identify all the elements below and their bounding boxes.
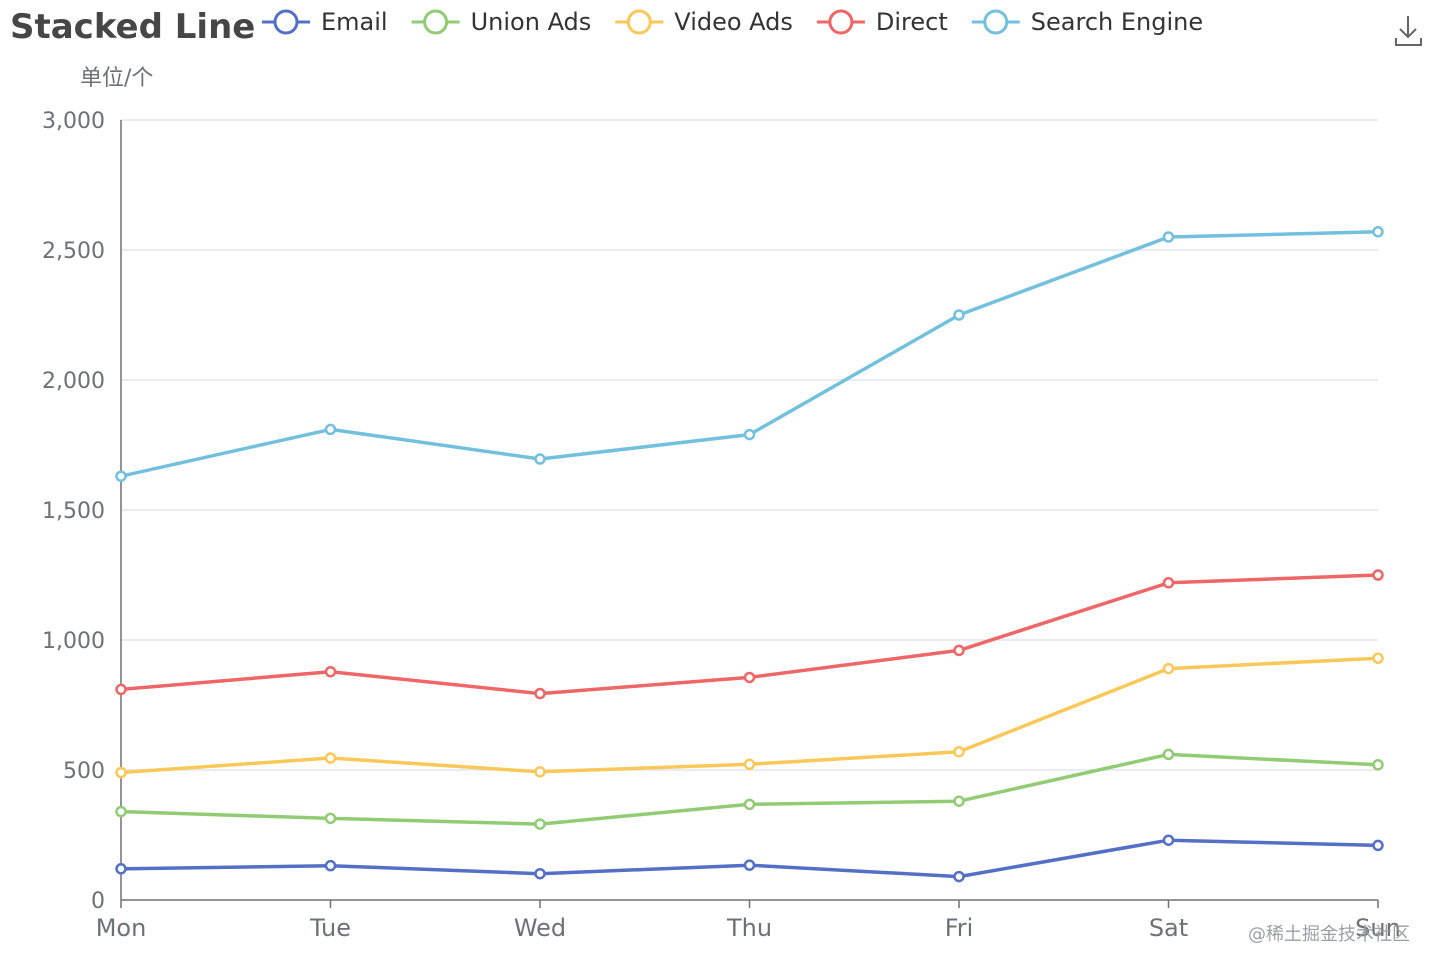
legend-label: Search Engine xyxy=(1031,8,1203,36)
y-tick-label: 2,000 xyxy=(42,369,105,394)
data-point-direct[interactable] xyxy=(534,687,546,700)
series-search-engine xyxy=(115,226,1384,482)
data-point-search-engine[interactable] xyxy=(1372,226,1384,238)
series-video-ads xyxy=(115,652,1384,779)
series-union-ads xyxy=(115,748,1384,830)
data-point-video-ads[interactable] xyxy=(1162,662,1175,675)
legend-item-direct[interactable]: Direct xyxy=(816,8,948,36)
data-point-union-ads[interactable] xyxy=(953,795,965,807)
data-point-email[interactable] xyxy=(1372,839,1384,852)
x-tick-label: Wed xyxy=(514,914,566,942)
series-group xyxy=(115,226,1384,883)
data-point-union-ads[interactable] xyxy=(1162,748,1175,761)
legend-label: Union Ads xyxy=(471,8,592,36)
legend-circle-icon xyxy=(983,9,1009,35)
data-point-union-ads[interactable] xyxy=(534,818,546,830)
data-point-video-ads[interactable] xyxy=(324,752,337,764)
x-tick-label: Sun xyxy=(1355,914,1401,942)
data-point-video-ads[interactable] xyxy=(534,766,546,778)
legend-item-search-engine[interactable]: Search Engine xyxy=(971,8,1203,36)
legend: Email Union Ads Video Ads Direct Search Engi… xyxy=(262,8,1203,36)
data-point-direct[interactable] xyxy=(953,644,965,657)
data-point-email[interactable] xyxy=(743,859,756,871)
x-tick-label: Mon xyxy=(96,914,147,942)
data-point-email[interactable] xyxy=(953,870,965,883)
data-point-search-engine[interactable] xyxy=(743,428,756,441)
legend-circle-icon xyxy=(423,9,449,35)
series-direct xyxy=(115,569,1384,700)
y-tick-label: 1,500 xyxy=(42,499,105,524)
y-axis-unit-label: 单位/个 xyxy=(80,66,153,91)
data-point-video-ads[interactable] xyxy=(953,746,965,758)
y-tick-label: 500 xyxy=(63,759,105,784)
data-point-search-engine[interactable] xyxy=(324,423,337,436)
data-point-email[interactable] xyxy=(115,863,127,875)
watermark: @稀土掘金技术社区 xyxy=(1248,924,1410,945)
legend-circle-icon xyxy=(828,9,854,35)
legend-label: Direct xyxy=(876,8,948,36)
x-tick-label: Sat xyxy=(1149,914,1188,942)
data-point-search-engine[interactable] xyxy=(953,309,965,321)
legend-label: Email xyxy=(321,8,388,36)
data-point-email[interactable] xyxy=(534,867,546,880)
x-tick-label: Fri xyxy=(945,914,974,942)
download-icon[interactable] xyxy=(1390,10,1426,50)
data-point-email[interactable] xyxy=(1162,834,1175,846)
data-point-union-ads[interactable] xyxy=(743,798,756,811)
y-axis-ticks: 0 500 1,000 1,500 2,000 2,500 3,000 xyxy=(42,109,105,914)
data-point-search-engine[interactable] xyxy=(1162,231,1175,243)
data-point-video-ads[interactable] xyxy=(115,766,127,779)
legend-label: Video Ads xyxy=(674,8,793,36)
y-tick-label: 1,000 xyxy=(42,629,105,654)
data-point-search-engine[interactable] xyxy=(115,470,127,482)
data-point-video-ads[interactable] xyxy=(1372,652,1384,664)
data-point-union-ads[interactable] xyxy=(115,805,127,818)
data-point-union-ads[interactable] xyxy=(1372,759,1384,771)
legend-item-email[interactable]: Email xyxy=(262,8,388,36)
data-point-direct[interactable] xyxy=(324,665,337,678)
chart-title: Stacked Line xyxy=(10,7,255,47)
y-tick-label: 0 xyxy=(91,889,105,914)
y-tick-label: 3,000 xyxy=(42,109,105,134)
data-point-email[interactable] xyxy=(324,859,337,872)
legend-item-union-ads[interactable]: Union Ads xyxy=(411,8,592,36)
legend-item-video-ads[interactable]: Video Ads xyxy=(615,8,793,36)
x-axis-ticks: Mon Tue Wed Thu Fri Sat Sun xyxy=(96,900,1401,942)
y-tick-label: 2,500 xyxy=(42,239,105,264)
data-point-search-engine[interactable] xyxy=(534,453,546,465)
series-line-email xyxy=(120,838,1379,879)
data-point-video-ads[interactable] xyxy=(743,758,756,771)
legend-circle-icon xyxy=(626,9,652,35)
data-point-direct[interactable] xyxy=(115,683,127,696)
x-tick-label: Tue xyxy=(309,914,351,942)
x-tick-label: Thu xyxy=(726,914,772,942)
data-point-direct[interactable] xyxy=(743,671,756,684)
data-point-direct[interactable] xyxy=(1372,569,1384,581)
data-point-direct[interactable] xyxy=(1162,577,1175,589)
data-point-union-ads[interactable] xyxy=(324,812,337,825)
series-email xyxy=(115,834,1384,883)
legend-circle-icon xyxy=(273,9,299,35)
